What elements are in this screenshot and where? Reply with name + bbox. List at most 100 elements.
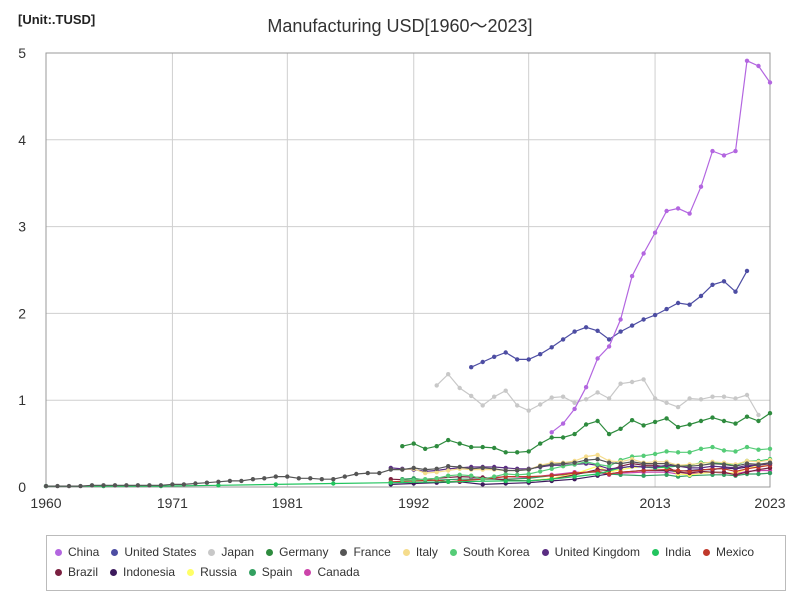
data-point-france [250, 477, 256, 482]
y-tick-label: 0 [18, 479, 26, 495]
data-point-france [400, 467, 405, 472]
data-point-south-korea [767, 446, 773, 451]
legend-swatch [541, 548, 549, 556]
legend-label: China [68, 545, 100, 559]
legend-label: Japan [221, 545, 255, 559]
data-point-france [503, 468, 508, 473]
data-point-spain [664, 472, 669, 477]
data-point-japan [721, 394, 727, 399]
data-point-france [538, 464, 543, 469]
data-point-germany [641, 423, 646, 428]
legend-item: India [651, 542, 691, 562]
data-point-mexico [606, 471, 612, 477]
series-layer [43, 58, 773, 489]
data-point-south-korea [641, 453, 646, 458]
legend-item: Russia [187, 562, 237, 582]
data-point-south-korea [411, 477, 416, 483]
data-point-south-korea [733, 449, 738, 454]
data-point-mexico [618, 470, 623, 475]
data-point-japan [664, 400, 669, 405]
data-point-france [549, 462, 554, 467]
data-point-india [388, 480, 393, 485]
y-tick-label: 1 [18, 392, 26, 408]
data-point-japan [629, 379, 635, 385]
data-point-france [710, 461, 715, 466]
data-point-china [687, 211, 692, 216]
data-point-germany [675, 424, 681, 430]
data-point-south-korea [480, 477, 485, 482]
data-point-france [721, 462, 727, 467]
data-point-japan [560, 394, 566, 399]
legend-label: Russia [200, 565, 237, 579]
data-point-united-states [492, 354, 497, 359]
data-point-germany [664, 416, 669, 421]
data-point-germany [618, 426, 623, 431]
data-point-spain [756, 471, 761, 477]
data-point-india [273, 482, 278, 487]
data-point-china [572, 406, 577, 412]
data-point-mexico [641, 468, 646, 473]
data-point-united-states [560, 337, 566, 342]
data-point-france [296, 476, 301, 481]
data-point-italy [595, 452, 600, 458]
data-point-italy [583, 454, 589, 459]
series-line-germany [402, 412, 771, 453]
legend-swatch [111, 548, 119, 556]
unit-label: [Unit:.TUSD] [18, 12, 96, 27]
data-point-germany [515, 450, 520, 455]
data-point-india [526, 478, 531, 484]
data-point-france [285, 474, 290, 479]
data-point-south-korea [549, 466, 554, 471]
data-point-south-korea [675, 450, 681, 455]
data-point-japan [595, 390, 600, 395]
data-point-china [675, 206, 681, 211]
data-point-china [767, 80, 773, 85]
data-point-germany [423, 446, 428, 451]
series-france [43, 457, 773, 489]
legend-swatch [248, 568, 256, 576]
data-point-japan [687, 396, 692, 401]
data-point-united-states [583, 325, 589, 330]
data-point-germany [583, 422, 589, 427]
data-point-united-states [721, 279, 727, 284]
data-point-germany [710, 415, 715, 420]
data-point-united-states [526, 357, 531, 362]
data-point-germany [549, 435, 554, 440]
data-point-united-states [629, 323, 635, 328]
data-point-japan [744, 392, 750, 398]
data-point-france [480, 465, 485, 471]
data-point-china [710, 148, 715, 154]
x-tick-label: 2002 [513, 495, 544, 511]
data-point-united-states [687, 302, 692, 307]
series-line-france [46, 458, 771, 487]
legend-swatch [449, 548, 457, 556]
data-point-germany [756, 418, 761, 424]
data-point-france [388, 467, 393, 472]
data-point-france [411, 465, 416, 471]
data-point-france [273, 474, 278, 479]
data-point-japan [538, 402, 543, 407]
legend-label: France [353, 545, 391, 559]
plot-frame [45, 52, 771, 488]
data-point-brazil [710, 470, 715, 475]
data-point-mexico [572, 470, 577, 476]
data-point-germany [572, 431, 577, 437]
data-point-japan [698, 397, 704, 402]
data-point-france [756, 462, 761, 467]
legend-label: Brazil [68, 565, 99, 579]
data-point-united-states [618, 329, 623, 334]
data-point-france [308, 476, 313, 481]
data-point-indonesia [480, 482, 485, 487]
data-point-united-states [480, 359, 485, 365]
data-point-france [423, 467, 428, 472]
legend-label: Italy [415, 545, 438, 559]
data-point-france [446, 464, 451, 469]
legend-swatch [304, 568, 312, 576]
data-point-china [641, 251, 646, 256]
data-point-italy [423, 470, 428, 476]
data-point-china [756, 63, 761, 69]
legend-label: Germany [279, 545, 329, 559]
series-japan [434, 372, 761, 418]
series-line-united-states [470, 270, 748, 368]
legend-label: Indonesia [123, 565, 176, 579]
